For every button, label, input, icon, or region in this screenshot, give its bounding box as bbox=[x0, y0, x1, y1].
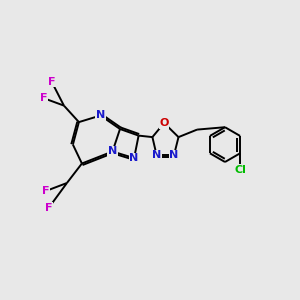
Text: N: N bbox=[96, 110, 105, 121]
Text: N: N bbox=[152, 150, 161, 160]
Text: F: F bbox=[40, 93, 47, 103]
Text: N: N bbox=[169, 150, 178, 160]
Text: Cl: Cl bbox=[234, 165, 246, 175]
Text: F: F bbox=[45, 202, 53, 213]
Text: O: O bbox=[159, 118, 169, 128]
Text: F: F bbox=[48, 76, 56, 87]
Text: F: F bbox=[42, 186, 49, 196]
Text: N: N bbox=[130, 153, 139, 163]
Text: N: N bbox=[108, 146, 117, 157]
